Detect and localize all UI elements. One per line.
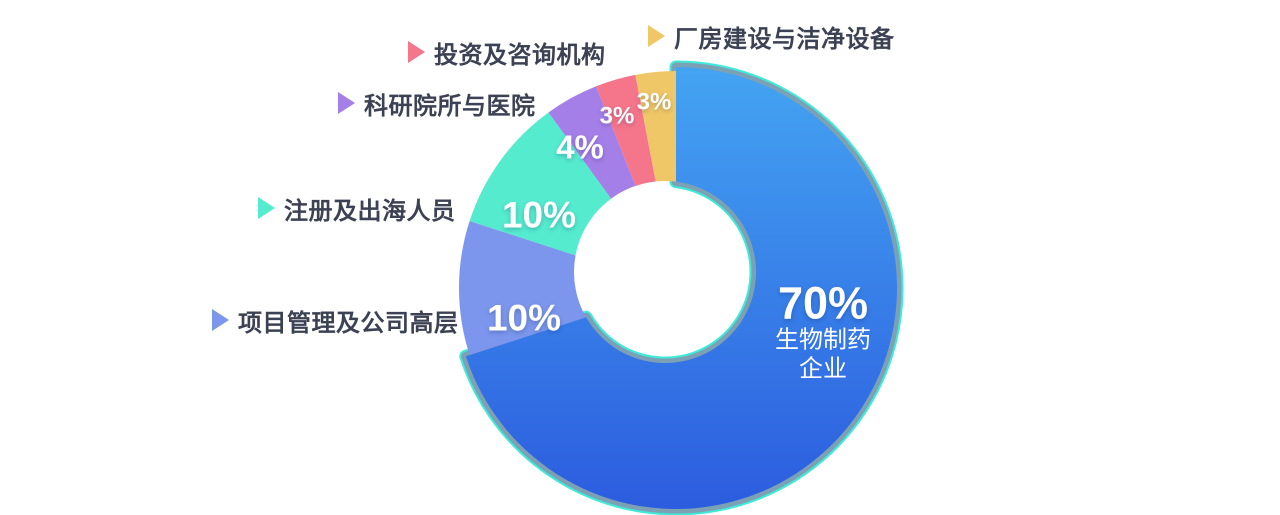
slice-科研院所与医院	[548, 86, 676, 289]
legend-marker-triangle-icon	[408, 41, 425, 63]
slice-pct-label: 10%	[502, 195, 576, 236]
slice-注册及出海人员	[469, 112, 676, 288]
legend-item-regulatory: 注册及出海人员	[258, 194, 456, 225]
legend-label: 投资及咨询机构	[434, 41, 606, 69]
slice-pct-label: 3%	[600, 103, 635, 130]
legend-marker-triangle-icon	[648, 25, 665, 47]
legend-label: 科研院所与医院	[364, 92, 536, 120]
legend-label: 注册及出海人员	[284, 197, 456, 225]
slice-pct-label: 4%	[556, 129, 604, 166]
legend-item-management: 项目管理及公司高层	[212, 306, 459, 337]
slice-sub-label: 企业	[799, 356, 847, 383]
slice-生物制药企业	[465, 67, 898, 510]
slice-pct-label: 10%	[487, 298, 561, 339]
legend-marker-triangle-icon	[258, 197, 275, 219]
legend-label: 厂房建设与洁净设备	[674, 25, 895, 53]
legend-item-research: 科研院所与医院	[338, 89, 536, 120]
slice-投资及咨询机构	[596, 74, 676, 288]
slice-pct-label: 3%	[637, 89, 672, 116]
legend-marker-triangle-icon	[338, 92, 355, 114]
slice-厂房建设与洁净设备	[635, 71, 676, 288]
legend-label: 项目管理及公司高层	[238, 309, 459, 337]
slice-项目管理及公司高层	[458, 220, 676, 356]
legend-marker-triangle-icon	[212, 309, 229, 331]
slice-sub-label: 生物制药	[775, 327, 871, 354]
legend-item-factory: 厂房建设与洁净设备	[648, 22, 895, 53]
slice-pct-label: 70%	[778, 278, 868, 329]
legend-item-investment: 投资及咨询机构	[408, 38, 606, 69]
